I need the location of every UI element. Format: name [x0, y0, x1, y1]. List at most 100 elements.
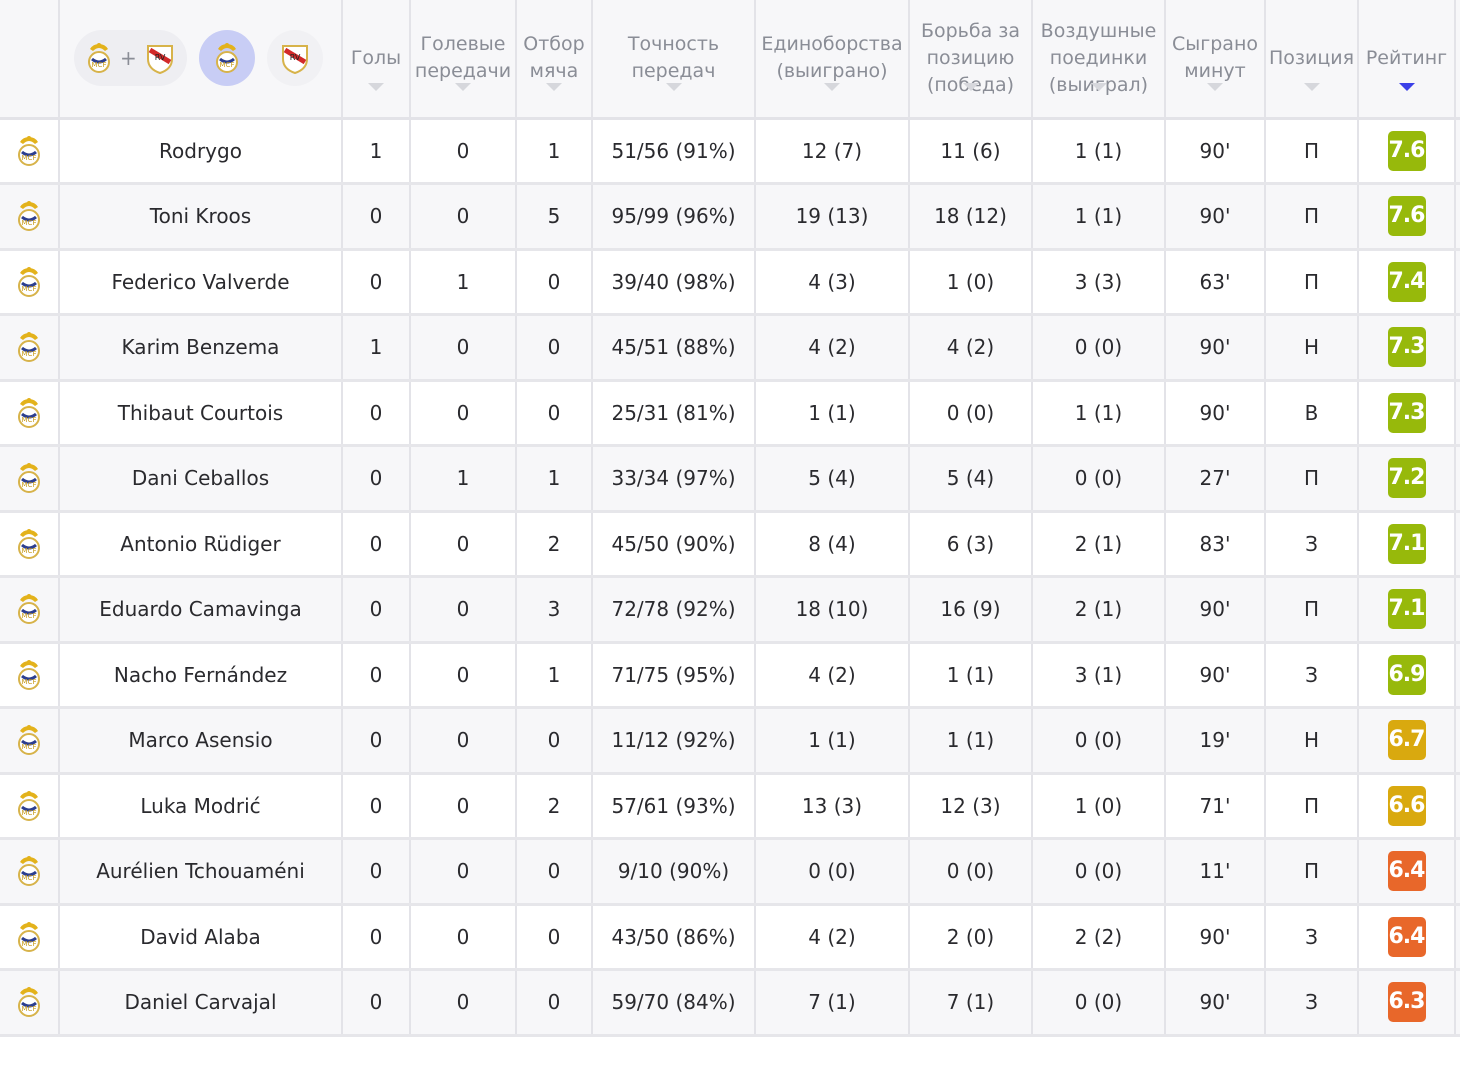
- rating-cell: 7.4: [1358, 249, 1456, 316]
- rating-badge: 6.4: [1387, 916, 1426, 957]
- stat-goals: 0: [342, 904, 411, 971]
- stat-ground: 2 (0): [909, 904, 1033, 971]
- sort-arrow-icon: [824, 82, 840, 91]
- real-madrid-crest-icon: [84, 41, 114, 75]
- player-name[interactable]: Toni Kroos: [59, 183, 343, 251]
- column-header-duels[interactable]: Единоборства (выиграно): [755, 0, 910, 120]
- stat-ground: 5 (4): [909, 445, 1033, 513]
- stat-tackles: 1: [516, 445, 593, 513]
- team-crest-cell: [0, 445, 60, 513]
- stat-assists: 1: [410, 249, 517, 316]
- filter-real-madrid[interactable]: [198, 30, 255, 87]
- table-row[interactable]: Antonio Rüdiger 0 0 2 45/50 (90%) 8 (4) 6 (3) 2…: [0, 511, 1460, 578]
- stat-goals: 0: [342, 576, 411, 644]
- stat-assists: 0: [410, 904, 517, 971]
- rating-cell: 7.1: [1358, 576, 1456, 644]
- stat-tackles: 0: [516, 249, 593, 316]
- stat-position: П: [1265, 773, 1359, 840]
- stat-aerial: 0 (0): [1032, 707, 1166, 775]
- player-name[interactable]: Eduardo Camavinga: [59, 576, 343, 644]
- stat-passes: 57/61 (93%): [592, 773, 756, 840]
- player-name[interactable]: David Alaba: [59, 904, 343, 971]
- real-madrid-crest-icon: [14, 199, 44, 233]
- stat-tackles: 5: [516, 183, 593, 251]
- player-name[interactable]: Karim Benzema: [59, 314, 343, 382]
- table-row[interactable]: Toni Kroos 0 0 5 95/99 (96%) 19 (13) 18 (12) 1 …: [0, 183, 1460, 251]
- stat-duels: 4 (2): [755, 642, 910, 709]
- stat-minutes: 90': [1165, 904, 1266, 971]
- player-name[interactable]: Daniel Carvajal: [59, 969, 343, 1037]
- stat-passes: 95/99 (96%): [592, 183, 756, 251]
- player-name[interactable]: Antonio Rüdiger: [59, 511, 343, 578]
- stat-duels: 8 (4): [755, 511, 910, 578]
- player-name[interactable]: Thibaut Courtois: [59, 380, 343, 447]
- stat-passes: 59/70 (84%): [592, 969, 756, 1037]
- stat-tackles: 3: [516, 576, 593, 644]
- team-crest-cell: [0, 969, 60, 1037]
- column-header-position[interactable]: Позиция: [1265, 0, 1359, 120]
- table-row[interactable]: Dani Ceballos 0 1 1 33/34 (97%) 5 (4) 5 (4) 0 (…: [0, 445, 1460, 513]
- table-row[interactable]: Thibaut Courtois 0 0 0 25/31 (81%) 1 (1) 0 (0)…: [0, 380, 1460, 447]
- player-name[interactable]: Dani Ceballos: [59, 445, 343, 513]
- stat-assists: 0: [410, 511, 517, 578]
- rating-cell: 6.9: [1358, 642, 1456, 709]
- stat-duels: 4 (2): [755, 904, 910, 971]
- table-row[interactable]: Karim Benzema 1 0 0 45/51 (88%) 4 (2) 4 (2) 0 (…: [0, 314, 1460, 382]
- stat-tackles: 2: [516, 773, 593, 840]
- column-header-rating[interactable]: Рейтинг: [1358, 0, 1456, 120]
- table-row[interactable]: David Alaba 0 0 0 43/50 (86%) 4 (2) 2 (0) 2 (2)…: [0, 904, 1460, 971]
- stat-minutes: 71': [1165, 773, 1266, 840]
- stat-tackles: 0: [516, 838, 593, 906]
- real-madrid-crest-icon: [14, 920, 44, 954]
- stat-goals: 0: [342, 380, 411, 447]
- team-crest-cell: [0, 773, 60, 840]
- column-header-assists[interactable]: Голевые передачи: [410, 0, 517, 120]
- stat-minutes: 63': [1165, 249, 1266, 316]
- filter-rayo-vallecano[interactable]: [266, 30, 323, 87]
- player-name[interactable]: Federico Valverde: [59, 249, 343, 316]
- table-row[interactable]: Federico Valverde 0 1 0 39/40 (98%) 4 (3) 1 (0…: [0, 249, 1460, 316]
- table-row[interactable]: Eduardo Camavinga 0 0 3 72/78 (92%) 18 (10) 16…: [0, 576, 1460, 644]
- stat-aerial: 3 (1): [1032, 642, 1166, 709]
- stat-assists: 0: [410, 707, 517, 775]
- sort-arrow-icon: [546, 82, 562, 91]
- table-row[interactable]: Aurélien Tchouaméni 0 0 0 9/10 (90%) 0 (0) 0 (…: [0, 838, 1460, 906]
- stat-goals: 0: [342, 249, 411, 316]
- table-row[interactable]: Marco Asensio 0 0 0 11/12 (92%) 1 (1) 1 (1) 0 (…: [0, 707, 1460, 775]
- real-madrid-crest-icon: [14, 527, 44, 561]
- stat-aerial: 0 (0): [1032, 314, 1166, 382]
- table-row[interactable]: Nacho Fernández 0 0 1 71/75 (95%) 4 (2) 1 (1) 3…: [0, 642, 1460, 709]
- real-madrid-crest-icon: [14, 658, 44, 692]
- column-header-minutes[interactable]: Сыграно минут: [1165, 0, 1266, 120]
- stat-duels: 1 (1): [755, 707, 910, 775]
- player-name[interactable]: Marco Asensio: [59, 707, 343, 775]
- sort-arrow-icon: [1207, 82, 1223, 91]
- stat-passes: 71/75 (95%): [592, 642, 756, 709]
- column-header-ground[interactable]: Борьба за позицию (победа): [909, 0, 1033, 120]
- player-name[interactable]: Aurélien Tchouaméni: [59, 838, 343, 906]
- table-row[interactable]: Daniel Carvajal 0 0 0 59/70 (84%) 7 (1) 7 (1) 0…: [0, 969, 1460, 1037]
- player-name[interactable]: Rodrygo: [59, 118, 343, 185]
- column-header-passes[interactable]: Точность передач: [592, 0, 756, 120]
- crest-header: [0, 0, 60, 120]
- sort-arrow-icon: [368, 82, 384, 91]
- edge-spacer: [1455, 773, 1460, 840]
- edge-spacer: [1455, 314, 1460, 382]
- column-header-aerial[interactable]: Воздушные поединки (выиграл): [1032, 0, 1166, 120]
- stat-minutes: 90': [1165, 183, 1266, 251]
- rating-badge: 7.1: [1387, 589, 1426, 630]
- column-header-goals[interactable]: Голы: [342, 0, 411, 120]
- stat-position: З: [1265, 904, 1359, 971]
- stat-duels: 18 (10): [755, 576, 910, 644]
- rating-cell: 6.3: [1358, 969, 1456, 1037]
- stat-position: З: [1265, 969, 1359, 1037]
- stat-aerial: 2 (1): [1032, 511, 1166, 578]
- filter-both-teams[interactable]: +: [74, 30, 187, 87]
- stat-passes: 25/31 (81%): [592, 380, 756, 447]
- table-row[interactable]: Luka Modrić 0 0 2 57/61 (93%) 13 (3) 12 (3) 1 (…: [0, 773, 1460, 840]
- player-name[interactable]: Nacho Fernández: [59, 642, 343, 709]
- column-header-tackles[interactable]: Отбор мяча: [516, 0, 593, 120]
- table-row[interactable]: Rodrygo 1 0 1 51/56 (91%) 12 (7) 11 (6) 1 (1) 90…: [0, 118, 1460, 185]
- player-name[interactable]: Luka Modrić: [59, 773, 343, 840]
- stat-minutes: 90': [1165, 314, 1266, 382]
